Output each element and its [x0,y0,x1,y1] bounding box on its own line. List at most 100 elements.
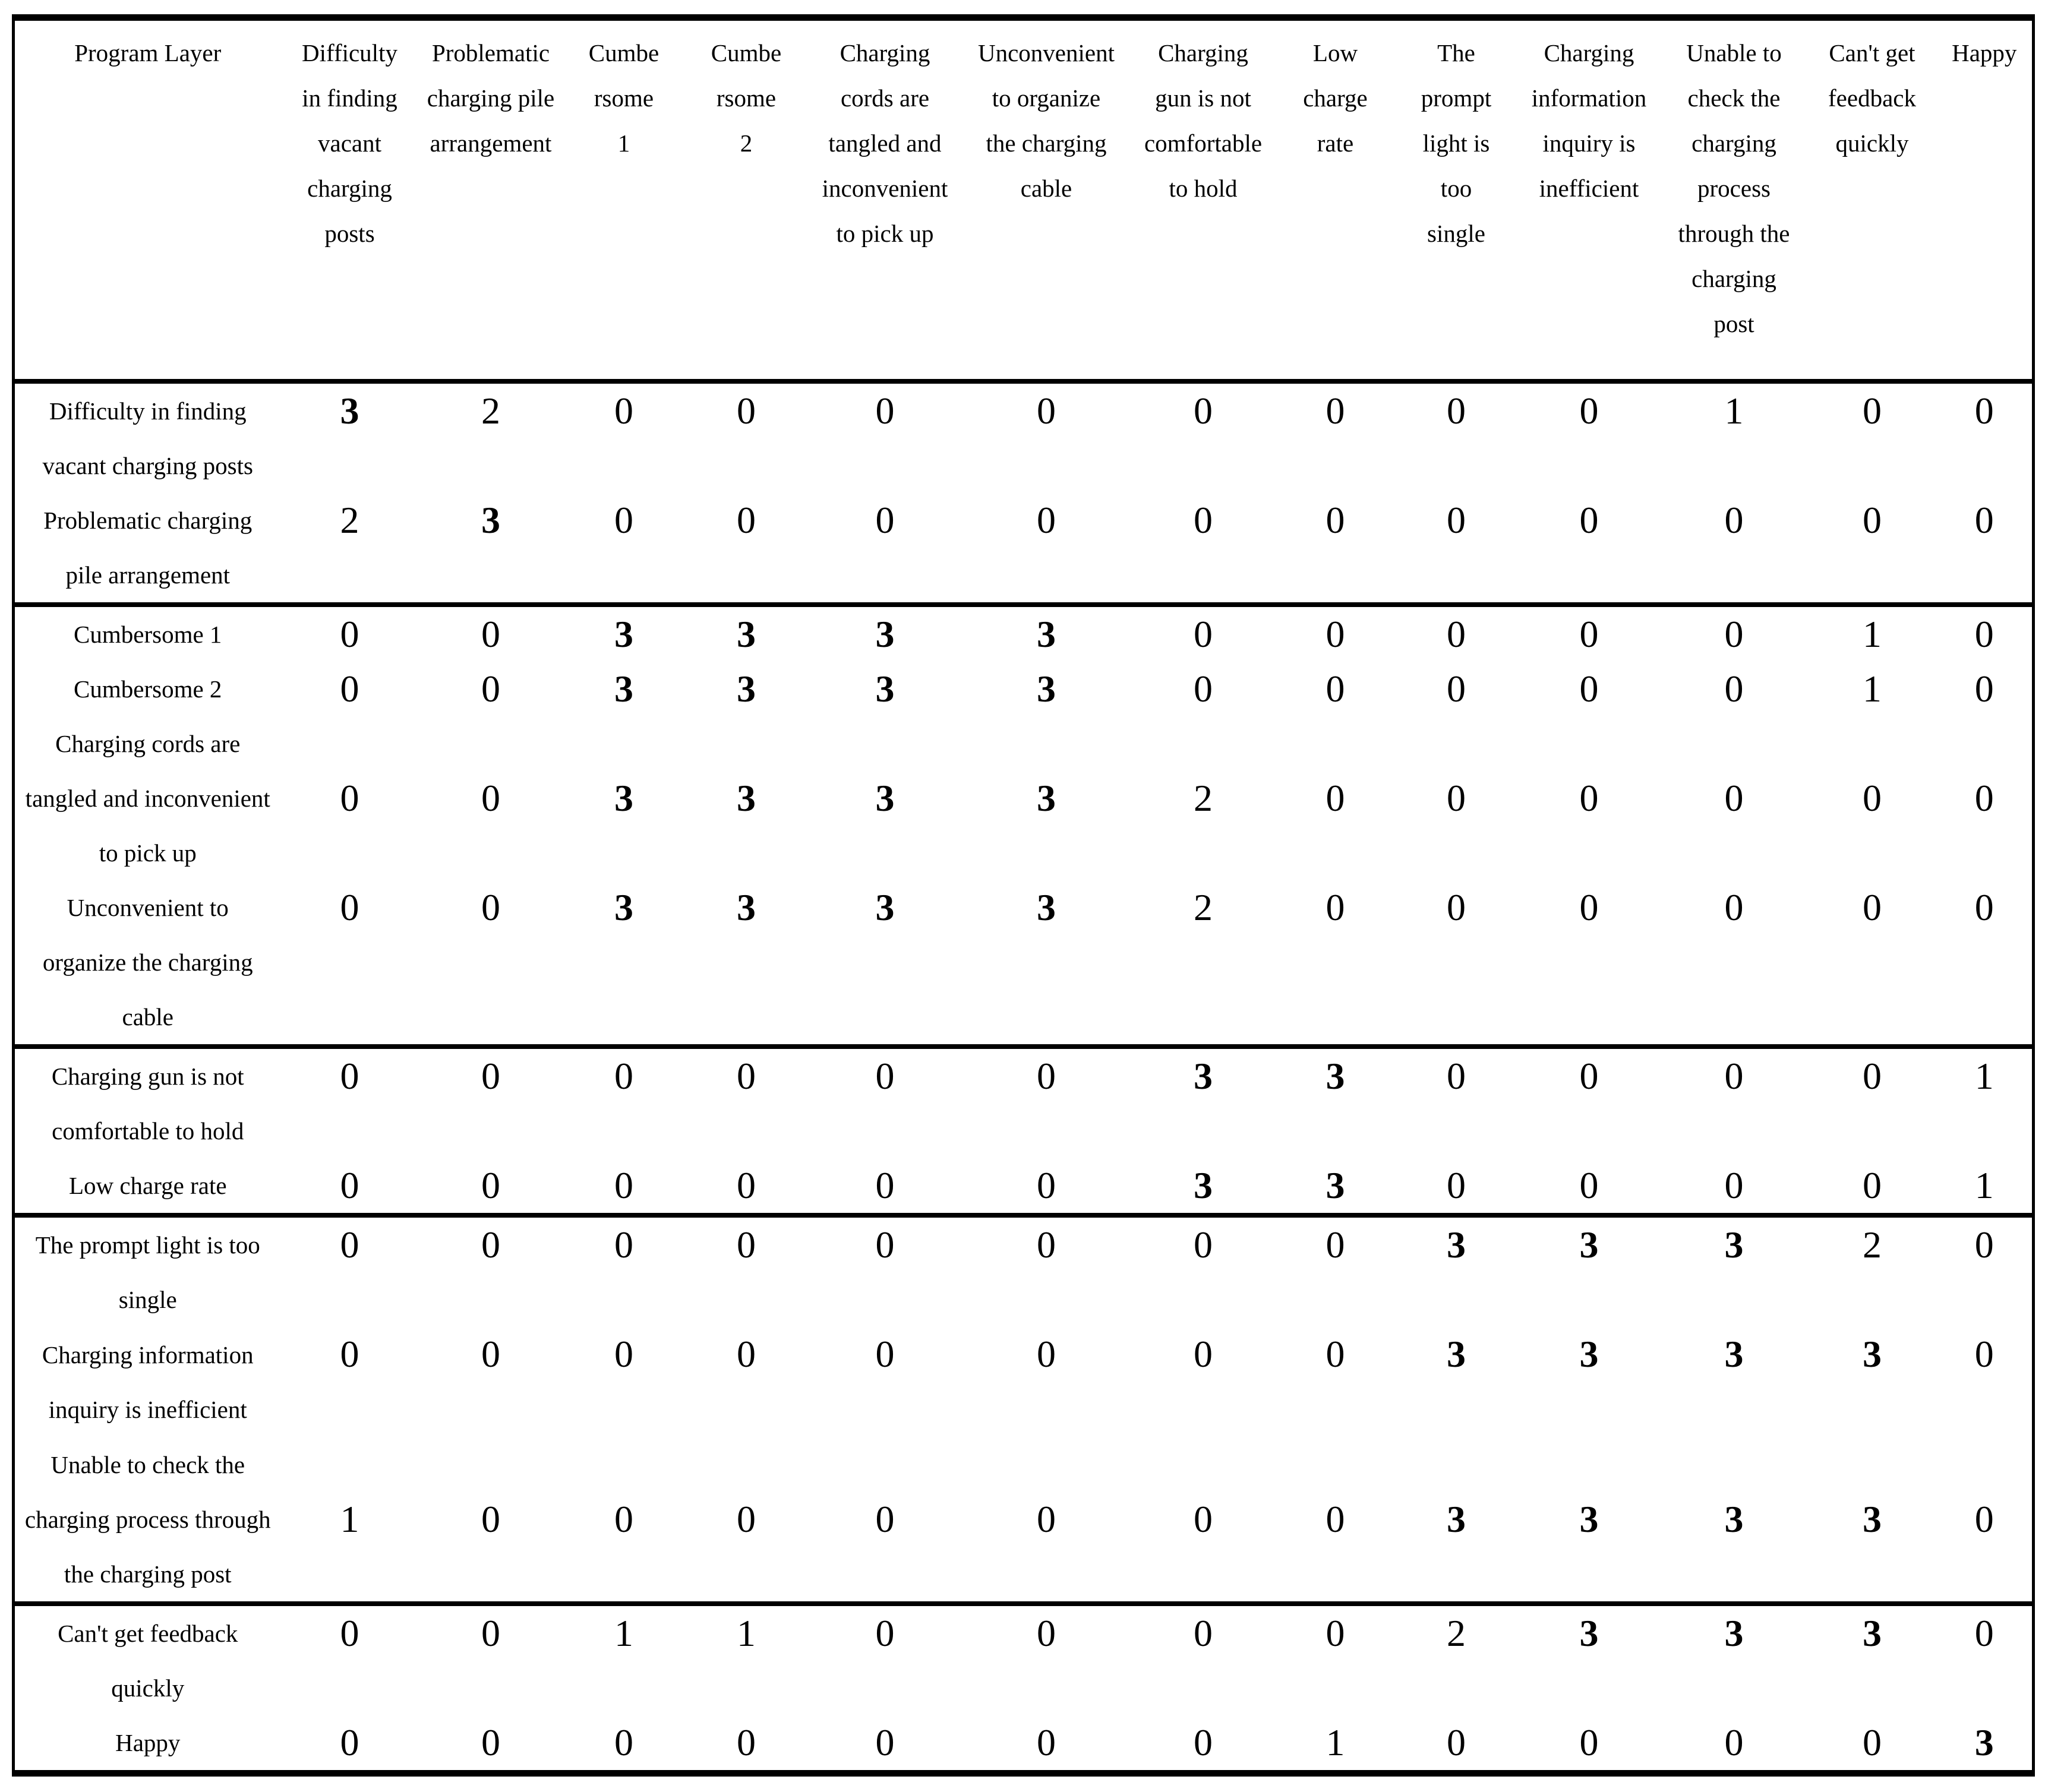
matrix-cell-gun-not-comfortable--low-charge-rate: 3 [1326,1054,1345,1097]
table-row-cumbersome-1: Cumbersome 1 0 0 3 3 3 3 0 0 0 0 0 1 0 [13,604,2034,662]
label-line: Cumbersome 1 [74,620,222,648]
matrix-cell-unconvenient-organize-cable--gun-not-comfortable: 2 [1194,886,1213,928]
matrix-cell-happy--problematic-pile-arrangement: 0 [481,1721,500,1763]
header-line: arrangement [430,129,552,157]
matrix-cell-problematic-pile-arrangement--happy: 0 [1974,498,1994,541]
matrix-cell-prompt-light-single--cumbersome-1: 0 [614,1223,633,1266]
matrix-cell-unconvenient-organize-cable--cumbersome-1: 3 [614,886,633,928]
matrix-cell-cords-tangled--happy: 0 [1974,776,1994,819]
matrix-cell-problematic-pile-arrangement--unable-check-process: 0 [1724,498,1744,541]
matrix-cell-unable-check-process--info-inquiry-inefficient: 3 [1579,1497,1599,1540]
matrix-cell-cords-tangled--unable-check-process: 0 [1724,776,1744,819]
matrix-cell-info-inquiry-inefficient--cant-get-feedback: 3 [1863,1332,1882,1375]
label-line: Low charge rate [68,1171,227,1199]
matrix-cell-gun-not-comfortable--cant-get-feedback: 0 [1863,1054,1882,1097]
label-line: single [118,1285,177,1313]
matrix-cell-cumbersome-2--info-inquiry-inefficient: 0 [1579,667,1599,710]
matrix-cell-info-inquiry-inefficient--unable-check-process: 3 [1724,1332,1744,1375]
matrix-cell-problematic-pile-arrangement--unconvenient-organize-cable: 0 [1037,498,1056,541]
matrix-cell-problematic-pile-arrangement--gun-not-comfortable: 0 [1194,498,1213,541]
matrix-cell-prompt-light-single--happy: 0 [1974,1223,1994,1266]
matrix-cell-gun-not-comfortable--unable-check-process: 0 [1724,1054,1744,1097]
matrix-cell-cant-get-feedback--cumbersome-1: 1 [614,1611,633,1654]
header-line: charging [1691,129,1776,157]
matrix-cell-cords-tangled--info-inquiry-inefficient: 0 [1579,776,1599,819]
matrix-cell-cant-get-feedback--info-inquiry-inefficient: 3 [1579,1611,1599,1654]
matrix-cell-unable-check-process--happy: 0 [1974,1497,1994,1540]
matrix-cell-cumbersome-2--prompt-light-single: 0 [1447,667,1466,710]
header-line: check the [1687,84,1781,112]
matrix-cell-happy--cumbersome-2: 0 [737,1721,756,1763]
matrix-cell-difficulty-finding-vacant-posts--low-charge-rate: 0 [1326,389,1345,432]
column-header-unable-check-process: Unable to check the charging process through… [1661,18,1808,381]
header-line: Charging [1158,39,1248,67]
label-line: Charging cords are [55,729,241,757]
matrix-cell-happy--unconvenient-organize-cable: 0 [1037,1721,1056,1763]
matrix-cell-unconvenient-organize-cable--happy: 0 [1974,886,1994,928]
matrix-cell-info-inquiry-inefficient--cords-tangled: 0 [875,1332,895,1375]
matrix-cell-cords-tangled--cumbersome-1: 3 [614,776,633,819]
matrix-cell-prompt-light-single--cant-get-feedback: 2 [1863,1223,1882,1266]
matrix-cell-gun-not-comfortable--prompt-light-single: 0 [1447,1054,1466,1097]
matrix-cell-happy--low-charge-rate: 1 [1326,1721,1345,1763]
header-line: the charging [986,129,1107,157]
label-line: The prompt light is too [35,1231,260,1259]
matrix-cell-unable-check-process--cords-tangled: 0 [875,1497,895,1540]
matrix-cell-low-charge-rate--prompt-light-single: 0 [1447,1164,1466,1206]
matrix-cell-info-inquiry-inefficient--info-inquiry-inefficient: 3 [1579,1332,1599,1375]
label-line: Charging gun is not [51,1062,244,1090]
matrix-cell-cumbersome-1--cumbersome-2: 3 [737,612,756,655]
header-line: rate [1317,129,1354,157]
header-line: quickly [1835,129,1909,157]
matrix-cell-cant-get-feedback--cant-get-feedback: 3 [1863,1611,1882,1654]
label-line: inquiry is inefficient [48,1395,247,1423]
row-label-unable-check-process: Unable to check the charging process thro… [14,1437,281,1604]
label-line: Unable to check the [51,1450,245,1478]
header-line: inefficient [1539,175,1639,202]
column-header-cumbersome-1: Cumbe rsome 1 [563,18,685,381]
header-line: Happy [1952,39,2017,67]
matrix-cell-cumbersome-2--unable-check-process: 0 [1724,667,1744,710]
column-header-happy: Happy [1937,18,2034,381]
matrix-cell-difficulty-finding-vacant-posts--unconvenient-organize-cable: 0 [1037,389,1056,432]
column-header-problematic-pile-arrangement: Problematic charging pile arrangement [419,18,563,381]
matrix-cell-low-charge-rate--info-inquiry-inefficient: 0 [1579,1164,1599,1206]
label-line: the charging post [64,1560,232,1588]
header-line: cable [1020,175,1072,202]
matrix-cell-cumbersome-1--happy: 0 [1974,612,1994,655]
row-label-cords-tangled: Charging cords are tangled and inconvenie… [14,716,281,880]
header-line: to pick up [836,220,934,247]
matrix-cell-happy--unable-check-process: 0 [1724,1721,1744,1763]
matrix-cell-prompt-light-single--low-charge-rate: 0 [1326,1223,1345,1266]
matrix-cell-info-inquiry-inefficient--gun-not-comfortable: 0 [1194,1332,1213,1375]
matrix-cell-unconvenient-organize-cable--problematic-pile-arrangement: 0 [481,886,500,928]
header-line: Problematic [431,39,550,67]
header-line: to organize [992,84,1101,112]
matrix-cell-happy--prompt-light-single: 0 [1447,1721,1466,1763]
matrix-cell-cumbersome-2--low-charge-rate: 0 [1326,667,1345,710]
matrix-body: Difficulty in finding vacant charging pos… [13,381,2034,1774]
matrix-cell-unconvenient-organize-cable--low-charge-rate: 0 [1326,886,1345,928]
corner-header-label: Program Layer [74,39,222,67]
matrix-cell-cords-tangled--prompt-light-single: 0 [1447,776,1466,819]
matrix-cell-gun-not-comfortable--cumbersome-2: 0 [737,1054,756,1097]
matrix-cell-difficulty-finding-vacant-posts--problematic-pile-arrangement: 2 [481,389,500,432]
column-header-info-inquiry-inefficient: Charging information inquiry is inefficient [1518,18,1661,381]
matrix-cell-difficulty-finding-vacant-posts--cant-get-feedback: 0 [1863,389,1882,432]
matrix-cell-happy--cumbersome-1: 0 [614,1721,633,1763]
row-label-info-inquiry-inefficient: Charging information inquiry is inefficie… [14,1327,281,1437]
matrix-cell-cords-tangled--unconvenient-organize-cable: 3 [1037,776,1056,819]
matrix-cell-cords-tangled--difficulty-finding-vacant-posts: 0 [340,776,359,819]
matrix-cell-cant-get-feedback--cords-tangled: 0 [875,1611,895,1654]
matrix-cell-prompt-light-single--unable-check-process: 3 [1724,1223,1744,1266]
header-line: tangled and [828,129,942,157]
header-line: single [1427,220,1485,247]
matrix-cell-prompt-light-single--problematic-pile-arrangement: 0 [481,1223,500,1266]
matrix-cell-cords-tangled--cords-tangled: 3 [875,776,895,819]
table-row-unable-check-process: Unable to check the charging process thro… [14,1437,2034,1604]
header-line: charging pile [427,84,555,112]
matrix-cell-problematic-pile-arrangement--low-charge-rate: 0 [1326,498,1345,541]
matrix-cell-cant-get-feedback--gun-not-comfortable: 0 [1194,1611,1213,1654]
header-line: process [1697,175,1771,202]
